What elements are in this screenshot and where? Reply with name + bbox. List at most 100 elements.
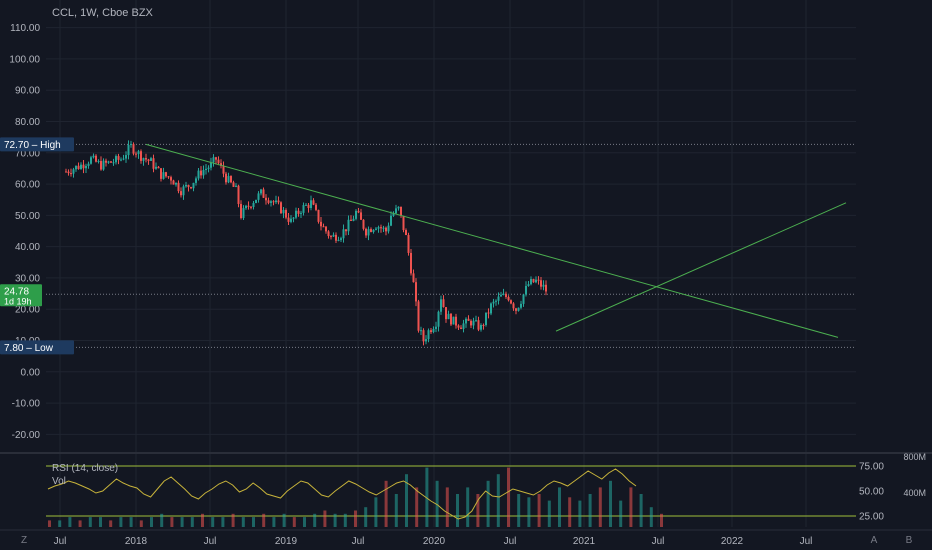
y-tick-label: 40.00 — [15, 242, 40, 253]
candle-body — [465, 318, 467, 324]
y-tick-label: -20.00 — [12, 430, 41, 441]
x-tick-label: 2020 — [423, 536, 446, 547]
volume-bar — [119, 517, 123, 527]
log-scale-button-a[interactable]: A — [870, 535, 878, 546]
candle-body — [425, 339, 427, 342]
candle-body — [365, 228, 367, 236]
candle-body — [330, 236, 332, 238]
candle-body — [250, 206, 252, 208]
volume-bar — [303, 517, 306, 527]
candle-body — [525, 285, 527, 295]
y-tick-label: -10.00 — [12, 399, 41, 410]
candle-body — [272, 201, 275, 203]
candle-body — [517, 307, 520, 311]
candle-body — [295, 210, 297, 218]
y-tick-label: 110.00 — [10, 23, 40, 34]
auto-scale-button[interactable]: Z — [20, 535, 28, 546]
candle-body — [292, 217, 295, 219]
candle-body — [147, 159, 150, 161]
candle-body — [512, 303, 515, 309]
y-tick-label: 30.00 — [15, 273, 40, 284]
volume-bar — [466, 487, 470, 527]
candle-body — [440, 299, 442, 312]
volume-bar — [415, 487, 419, 527]
candle-body — [95, 155, 97, 162]
candle-body — [450, 313, 452, 325]
candle-body — [222, 165, 225, 174]
volume-bar — [221, 517, 225, 527]
high-tag: 72.70 – High — [4, 140, 61, 151]
volume-bar — [405, 474, 408, 527]
candle-body — [227, 176, 230, 183]
candle-body — [240, 203, 242, 219]
candle-body — [160, 168, 162, 179]
candle-body — [192, 182, 195, 189]
candle-body — [497, 296, 500, 301]
rsi-level-label: 50.00 — [859, 487, 884, 498]
volume-bar — [384, 480, 388, 527]
candle-body — [352, 218, 355, 221]
candle-body — [172, 180, 175, 185]
volume-bar — [170, 517, 174, 527]
rsi-level-label: 75.00 — [859, 462, 884, 473]
last-price-tag-bg — [0, 284, 42, 307]
vol-level-label: 400M — [903, 488, 926, 498]
volume-bar — [139, 520, 143, 527]
candle-body — [307, 204, 310, 208]
candle-body — [140, 151, 142, 161]
candle-body — [225, 173, 227, 183]
candle-body — [417, 301, 420, 331]
candle-body — [345, 229, 347, 232]
candle-body — [215, 157, 217, 160]
y-tick-label: 100.00 — [9, 54, 40, 65]
volume-bar — [252, 517, 255, 527]
candle-body — [397, 206, 400, 209]
scale-button-b[interactable]: B — [905, 535, 913, 546]
volume-bar — [109, 520, 113, 527]
candle-body — [210, 162, 212, 168]
volume-bar — [78, 520, 82, 527]
candle-body — [82, 164, 85, 169]
candle-body — [247, 205, 250, 207]
volume-bar — [629, 487, 633, 527]
candle-body — [445, 307, 447, 320]
volume-bar — [354, 510, 357, 527]
candle-body — [360, 212, 362, 220]
candle-body — [522, 294, 525, 304]
candle-body — [177, 182, 180, 192]
volume-bar — [507, 467, 510, 527]
candle-body — [142, 158, 145, 161]
candle-body — [132, 144, 135, 154]
candle-body — [520, 303, 522, 308]
candle-body — [507, 297, 510, 301]
candle-body — [120, 159, 122, 161]
candle-body — [305, 204, 307, 206]
candle-body — [475, 320, 477, 322]
volume-bar — [282, 513, 286, 527]
candle-body — [77, 165, 80, 169]
x-tick-label: 2019 — [275, 536, 298, 547]
candle-body — [290, 218, 292, 222]
candle-body — [367, 229, 370, 236]
candle-body — [155, 166, 157, 169]
volume-bar — [598, 487, 602, 527]
candle-body — [500, 294, 502, 297]
volume-bar — [578, 500, 582, 527]
rsi-level-label: 25.00 — [859, 512, 884, 523]
candle-body — [535, 279, 537, 283]
candle-body — [125, 155, 127, 159]
candle-body — [405, 230, 407, 236]
volume-bar — [313, 513, 317, 527]
candle-body — [85, 165, 87, 169]
candle-body — [157, 166, 160, 169]
candle-body — [370, 229, 372, 232]
volume-bar — [211, 517, 215, 527]
volume-bar — [48, 520, 51, 527]
x-tick-label: Jul — [352, 536, 365, 547]
candle-body — [442, 299, 445, 308]
candle-body — [427, 330, 430, 340]
low-tag: 7.80 – Low — [4, 343, 54, 354]
candle-body — [217, 159, 220, 164]
x-tick-label: 2022 — [721, 536, 744, 547]
